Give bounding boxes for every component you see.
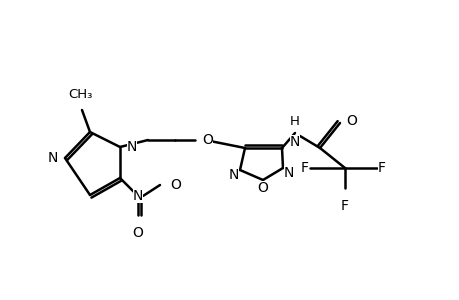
Text: N: N — [283, 166, 294, 180]
Text: N: N — [133, 189, 143, 203]
Text: O: O — [170, 178, 180, 192]
Text: O: O — [345, 114, 356, 128]
Text: CH₃: CH₃ — [67, 88, 92, 101]
Text: O: O — [132, 226, 143, 240]
Text: H: H — [290, 115, 299, 128]
Text: N: N — [228, 168, 239, 182]
Text: O: O — [202, 133, 213, 147]
Text: N: N — [127, 140, 137, 154]
Text: F: F — [377, 161, 385, 175]
Text: O: O — [257, 181, 268, 195]
Text: F: F — [340, 199, 348, 213]
Text: N: N — [48, 151, 58, 165]
Text: F: F — [300, 161, 308, 175]
Text: N: N — [289, 135, 300, 149]
